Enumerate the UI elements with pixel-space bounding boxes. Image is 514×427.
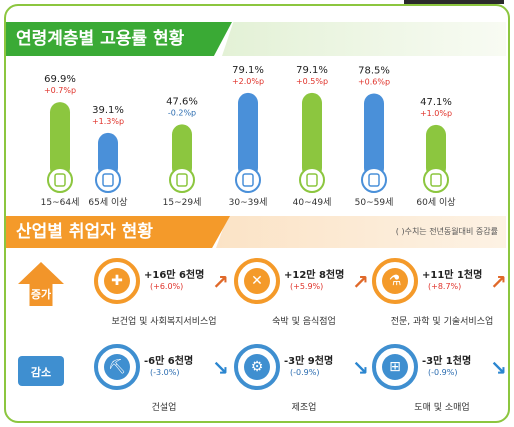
- section1-banner-tail: [222, 22, 506, 56]
- industry-name: 건설업: [151, 403, 177, 413]
- flask-icon: ⚗: [372, 258, 418, 304]
- excavator-icon: ⛏: [94, 344, 140, 390]
- down-box-icon: [18, 356, 64, 386]
- bar-5: [364, 93, 384, 178]
- increase-label: 증가: [30, 288, 52, 301]
- industry-value: +16만 6천명: [144, 270, 205, 281]
- gears-icon: ⚙: [234, 344, 280, 390]
- age-employment-chart: 69.9%+0.7%p 15~64세 39.1%+1.3%p 65세 이상 47.6%-…: [41, 65, 456, 208]
- increase-label-arrow: 증가: [18, 262, 64, 306]
- value-label-2: 47.6%: [166, 96, 198, 107]
- person-icon: [235, 167, 261, 193]
- bar-3: [238, 92, 258, 178]
- document-icon: [423, 167, 449, 193]
- person-icon: [95, 167, 121, 193]
- person-icon: [361, 167, 387, 193]
- trend-down-icon: ↘: [490, 356, 507, 380]
- person-icon-glyph: [242, 173, 254, 187]
- industry-pct: (-3.0%): [150, 368, 180, 377]
- trend-up-icon: ↗: [352, 270, 369, 294]
- industry-name: 제조업: [291, 403, 317, 413]
- industry-pct: (+5.9%): [290, 282, 324, 291]
- first-aid-kit-icon: ✚: [94, 258, 140, 304]
- industry-accommodation-food: ✕ +12만 8천명 (+5.9%) ↗ 숙박 및 음식점업: [234, 258, 384, 327]
- industry-pct: (+6.0%): [150, 282, 184, 291]
- document-icon-glyph: [54, 173, 66, 187]
- industry-health-welfare: ✚ +16만 6천명 (+6.0%) ↗ 보건업 및 사회복지서비스업: [94, 258, 244, 327]
- bar-4: [302, 92, 322, 178]
- industry-pct: (-0.9%): [290, 368, 320, 377]
- value-label-1: 39.1%: [92, 105, 124, 116]
- value-label-5: 78.5%: [358, 66, 390, 77]
- value-label-4: 79.1%: [296, 65, 328, 76]
- bar-6: [426, 124, 446, 178]
- document-icon-glyph: [306, 173, 318, 187]
- industry-pct: (-0.9%): [428, 368, 458, 377]
- category-label-0: 15~64세: [41, 197, 80, 208]
- category-label-6: 60세 이상: [416, 197, 455, 208]
- change-label-2: -0.2%p: [168, 108, 196, 117]
- category-label-3: 30~39세: [229, 197, 268, 208]
- change-label-1: +1.3%p: [92, 117, 124, 126]
- change-label-0: +0.7%p: [44, 86, 76, 95]
- trend-up-icon: ↗: [490, 270, 507, 294]
- industry-pct: (+8.7%): [428, 282, 462, 291]
- section1-title: 연령계층별 고용률 현황: [6, 22, 232, 56]
- trend-down-icon: ↘: [352, 356, 369, 380]
- trend-down-icon: ↘: [212, 356, 229, 380]
- value-label-3: 79.1%: [232, 65, 264, 76]
- industry-name: 전문, 과학 및 기술서비스업: [390, 317, 494, 327]
- category-label-4: 40~49세: [293, 197, 332, 208]
- industry-value: +12만 8천명: [284, 270, 345, 281]
- industry-value: -6만 6천명: [144, 356, 194, 367]
- category-label-5: 50~59세: [355, 197, 394, 208]
- industry-name: 보건업 및 사회복지서비스업: [111, 317, 217, 327]
- document-icon: [169, 167, 195, 193]
- document-icon-glyph: [176, 173, 188, 187]
- decrease-label-box: 감소: [18, 352, 64, 396]
- document-icon: [299, 167, 325, 193]
- dining-icon: ✕: [234, 258, 280, 304]
- change-label-5: +0.6%p: [358, 78, 390, 87]
- change-label-3: +2.0%p: [232, 77, 264, 86]
- industry-name: 숙박 및 음식점업: [272, 317, 336, 327]
- industry-value: +11만 1천명: [422, 270, 483, 281]
- section2-title: 산업별 취업자 현황: [6, 216, 230, 248]
- value-label-6: 47.1%: [420, 97, 452, 108]
- value-label-0: 69.9%: [44, 74, 76, 85]
- change-label-6: +1.0%p: [420, 109, 452, 118]
- industry-manufacturing: ⚙ -3만 9천명 (-0.9%) ↘ 제조업: [234, 344, 384, 413]
- change-label-4: +0.5%p: [296, 77, 328, 86]
- industry-name: 도매 및 소매업: [414, 403, 470, 413]
- category-label-2: 15~29세: [163, 197, 202, 208]
- category-label-1: 65세 이상: [88, 197, 127, 208]
- person-icon-glyph: [102, 173, 114, 187]
- industry-value: -3만 1천명: [422, 356, 472, 367]
- industry-professional-science: ⚗ +11만 1천명 (+8.7%) ↗ 전문, 과학 및 기술서비스업: [372, 258, 514, 327]
- industry-value: -3만 9천명: [284, 356, 334, 367]
- section2-banner-tail: [216, 216, 506, 248]
- change-note: ( )수치는 전년동월대비 증감률: [395, 227, 498, 236]
- document-icon: [47, 167, 73, 193]
- decrease-label: 감소: [30, 366, 52, 379]
- industry-wholesale-retail: ⊞ -3만 1천명 (-0.9%) ↘ 도매 및 소매업: [372, 344, 514, 413]
- bar-0: [50, 102, 70, 178]
- bar-1: [98, 132, 118, 178]
- document-icon-glyph: [430, 173, 442, 187]
- basket-icon: ⊞: [372, 344, 418, 390]
- bar-2: [172, 124, 192, 178]
- top-edge-bar: [404, 0, 504, 4]
- trend-up-icon: ↗: [212, 270, 229, 294]
- industry-construction: ⛏ -6만 6천명 (-3.0%) ↘ 건설업: [94, 344, 244, 413]
- person-icon-glyph: [368, 173, 380, 187]
